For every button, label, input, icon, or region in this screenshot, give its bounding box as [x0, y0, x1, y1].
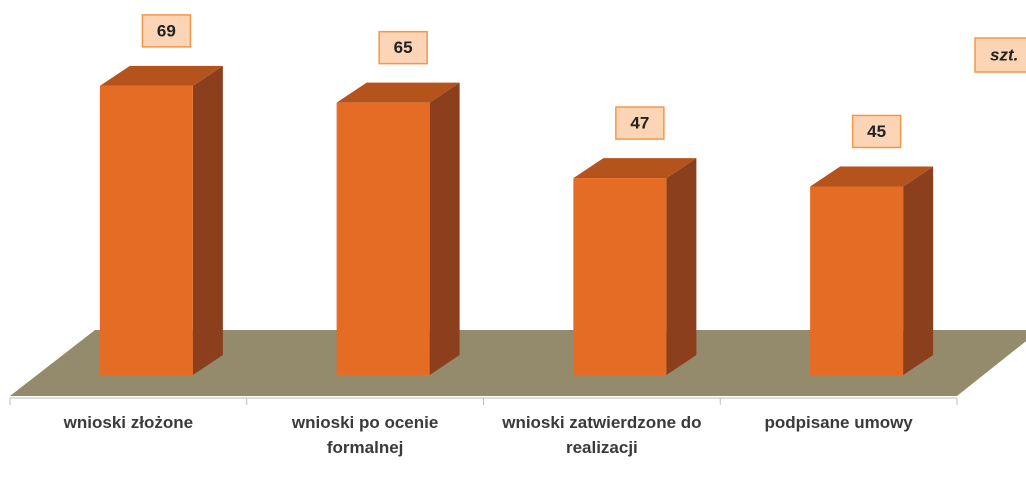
bar-side — [429, 82, 460, 376]
value-label-box — [851, 114, 902, 149]
bar-side — [903, 166, 934, 375]
bar-top — [99, 65, 223, 86]
x-tick-label: podpisane umowy — [764, 413, 913, 432]
value-label: 69 — [157, 21, 176, 40]
x-tick-label: wnioski po ocenie formalnej — [291, 413, 439, 457]
value-label: 65 — [394, 38, 413, 57]
value-label-box — [615, 106, 665, 140]
floor — [10, 330, 1026, 396]
unit-box — [974, 37, 1026, 73]
value-label-box — [141, 14, 192, 48]
x-tick-label: wnioski zatwierdzone do realizacji — [502, 413, 702, 457]
value-label-box — [378, 30, 428, 65]
bar-top — [810, 166, 934, 187]
bar — [810, 186, 904, 375]
unit-label: szt. — [990, 45, 1018, 64]
bar — [336, 102, 430, 376]
bar-side — [666, 158, 697, 375]
value-label: 45 — [867, 122, 886, 141]
bar — [99, 85, 193, 375]
x-tick-label: wnioski złożone — [63, 413, 194, 432]
bar-side — [192, 65, 223, 375]
value-label: 47 — [630, 114, 649, 133]
bar-top — [573, 158, 697, 179]
bar — [573, 178, 667, 375]
bar-top — [336, 82, 460, 103]
